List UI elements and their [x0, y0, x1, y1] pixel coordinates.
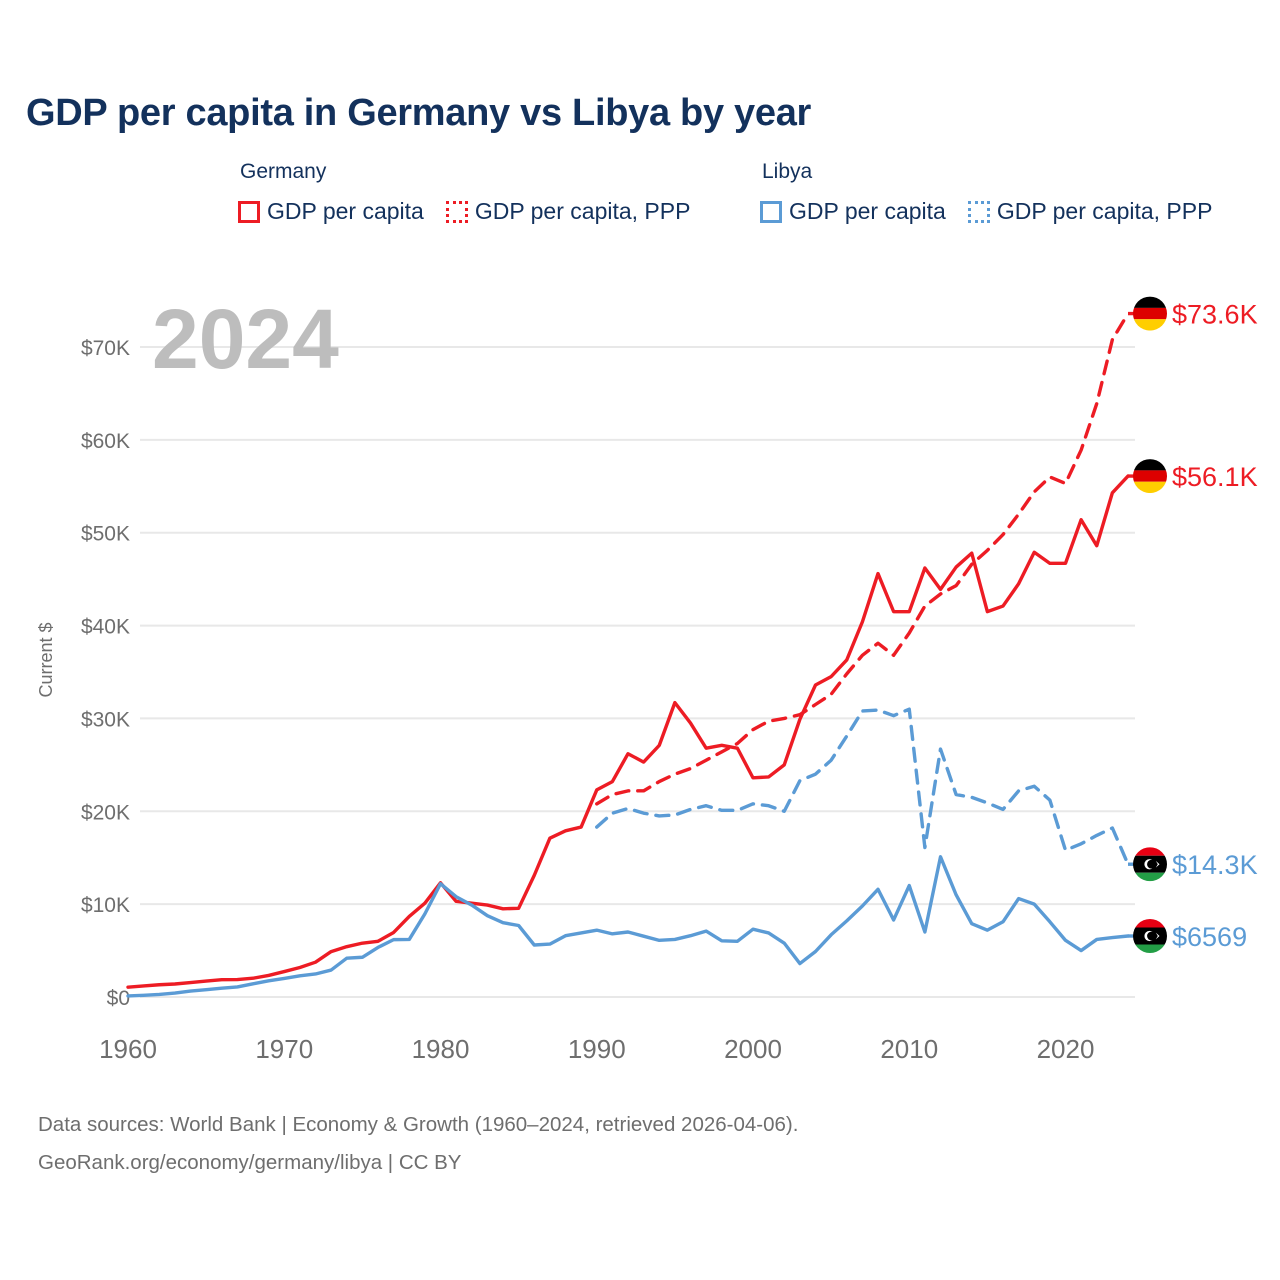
legend-label-libya-ppp: GDP per capita, PPP — [996, 198, 1213, 224]
flag-germany-icon — [1133, 296, 1167, 331]
legend-country-germany: Germany — [240, 160, 327, 183]
legend-swatch-dashed-icon — [967, 200, 990, 223]
end-label-libya-ppp: $14.3K — [1172, 850, 1258, 880]
y-tick-label: $40K — [81, 616, 130, 639]
chart-end-markers: $56.1K $73.6K $6569 $14.3K — [1128, 296, 1258, 954]
x-tick-label: 2010 — [880, 1034, 938, 1064]
legend-item-libya-nominal[interactable]: GDP per capita — [760, 198, 946, 225]
legend-label-germany-ppp: GDP per capita, PPP — [474, 198, 691, 224]
watermark-year: 2024 — [152, 292, 339, 386]
legend-label-libya-nominal: GDP per capita — [789, 198, 946, 224]
footer-attribution: GeoRank.org/economy/germany/libya | CC B… — [38, 1151, 462, 1174]
legend-label-germany-nominal: GDP per capita — [267, 198, 424, 224]
series-line-libya-gdp-per-capita — [126, 855, 1130, 998]
flag-libya-icon — [1133, 919, 1167, 954]
series-line-germany-gdp-per-capita — [126, 474, 1130, 989]
legend-group-libya: Libya GDP per capita GDP per capita, PPP — [760, 160, 1212, 225]
y-tick-label: $10K — [81, 894, 130, 917]
x-tick-label: 1970 — [255, 1034, 313, 1064]
x-tick-label: 1990 — [568, 1034, 626, 1064]
page-title: GDP per capita in Germany vs Libya by ye… — [26, 92, 812, 134]
legend-country-libya: Libya — [762, 160, 813, 183]
y-tick-label: $60K — [81, 430, 130, 453]
y-axis-title: Current $ — [36, 622, 56, 697]
chart-legend: Germany GDP per capita GDP per capita, P… — [238, 160, 1258, 246]
footer-data-sources: Data sources: World Bank | Economy & Gro… — [38, 1113, 799, 1136]
x-axis-ticks: 1960 1970 1980 1990 2000 2010 2020 — [99, 1034, 1094, 1064]
x-tick-label: 1960 — [99, 1034, 157, 1064]
flag-germany-icon — [1133, 459, 1167, 494]
legend-swatch-solid-icon — [760, 200, 782, 223]
y-tick-label: $30K — [81, 708, 130, 731]
end-label-germany-nominal: $56.1K — [1172, 462, 1258, 492]
end-label-germany-ppp: $73.6K — [1172, 300, 1258, 330]
y-tick-label: $50K — [81, 523, 130, 546]
chart-gridlines — [140, 346, 1135, 998]
x-tick-label: 2020 — [1037, 1034, 1095, 1064]
legend-item-germany-ppp[interactable]: GDP per capita, PPP — [445, 198, 691, 225]
y-tick-label: $0 — [107, 987, 130, 1010]
legend-swatch-solid-icon — [238, 200, 260, 223]
legend-item-germany-nominal[interactable]: GDP per capita — [238, 198, 424, 225]
chart-footer: Data sources: World Bank | Economy & Gro… — [38, 1106, 798, 1182]
legend-group-germany: Germany GDP per capita GDP per capita, P… — [238, 160, 690, 225]
x-tick-label: 1980 — [412, 1034, 470, 1064]
series-line-libya-gdp-per-capita-ppp — [595, 707, 1130, 866]
flag-libya-icon — [1133, 847, 1167, 882]
legend-item-libya-ppp[interactable]: GDP per capita, PPP — [967, 198, 1213, 225]
y-tick-label: $70K — [81, 337, 130, 360]
series-line-germany-gdp-per-capita-ppp — [595, 311, 1130, 806]
y-axis-ticks: $0 $10K $20K $30K $40K $50K $60K $70K — [81, 337, 130, 1010]
x-tick-label: 2000 — [724, 1034, 782, 1064]
y-tick-label: $20K — [81, 801, 130, 824]
chart-series-lines — [126, 311, 1130, 998]
legend-swatch-dashed-icon — [445, 200, 468, 223]
end-label-libya-nominal: $6569 — [1172, 922, 1247, 952]
